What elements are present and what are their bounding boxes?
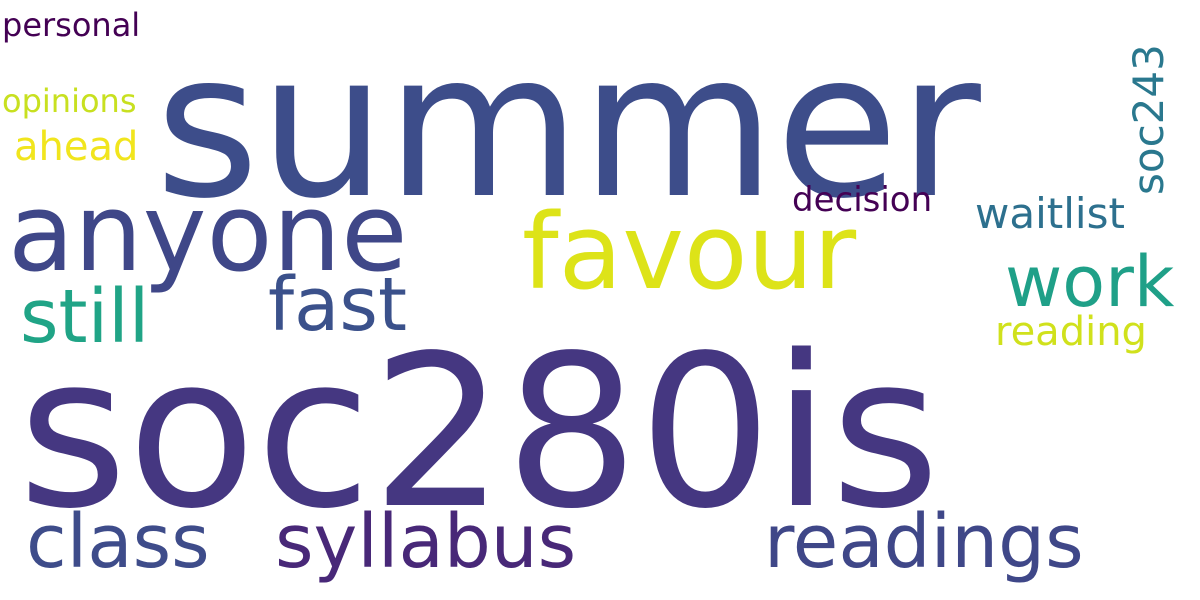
word-fast: fast — [268, 262, 407, 348]
word-decision: decision — [792, 180, 932, 220]
word-still: still — [20, 274, 149, 360]
word-readings: readings — [764, 499, 1084, 585]
word-opinions: opinions — [2, 82, 136, 120]
word-reading: reading — [995, 309, 1147, 355]
word-soc243: soc243 — [1124, 44, 1173, 195]
word-favour: favour — [522, 191, 856, 313]
word-summer: summer — [155, 10, 982, 243]
word-soc280is: soc280is — [18, 310, 940, 555]
word-waitlist: waitlist — [975, 189, 1125, 238]
word-class: class — [26, 499, 210, 585]
word-syllabus: syllabus — [275, 499, 576, 585]
word-anyone: anyone — [8, 171, 408, 296]
word-ahead: ahead — [14, 124, 138, 170]
word-personal: personal — [2, 6, 140, 44]
word-work: work — [1005, 241, 1175, 323]
